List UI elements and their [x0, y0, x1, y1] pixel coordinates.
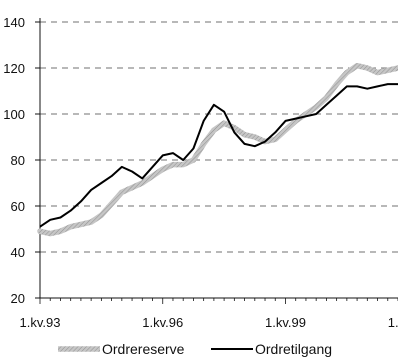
x-tick-label: 1.kv.02: [388, 315, 398, 330]
x-tick-label: 1.kv.96: [142, 315, 183, 330]
series-line-ordretilgang: [39, 83, 398, 228]
y-tick-label: 20: [11, 291, 25, 306]
y-tick-label: 80: [11, 153, 25, 168]
x-tick-label: 1.kv.99: [265, 315, 306, 330]
series-line-ordrereserve: [37, 62, 398, 237]
axes: [35, 18, 398, 304]
y-tick-label: 60: [11, 199, 25, 214]
x-tick-label: 1.kv.93: [20, 315, 61, 330]
gridlines: [40, 21, 398, 253]
legend: Ordrereserve Ordretilgang: [58, 341, 332, 357]
y-tick-label: 100: [3, 107, 25, 122]
legend-label-ordretilgang: Ordretilgang: [255, 341, 332, 357]
legend-label-ordrereserve: Ordrereserve: [102, 341, 185, 357]
tick-labels: 20 40 60 80 100 120 140 1.kv.93 1.kv.96 1.kv.99 1.…: [3, 15, 398, 330]
series-group: [37, 62, 398, 237]
y-tick-label: 140: [3, 15, 25, 30]
y-tick-label: 40: [11, 245, 25, 260]
y-tick-label: 120: [3, 61, 25, 76]
